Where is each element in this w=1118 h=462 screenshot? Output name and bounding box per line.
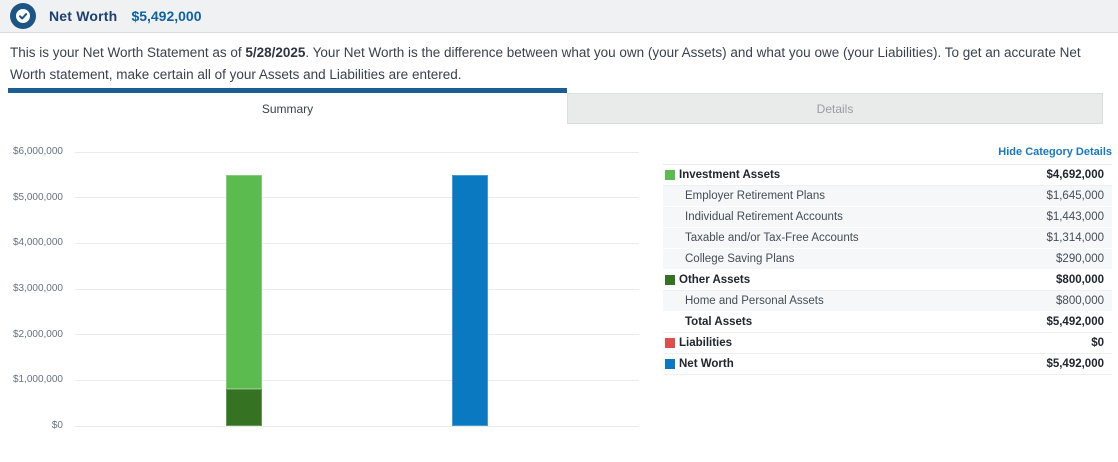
row-value: $1,443,000: [1046, 211, 1104, 223]
y-tick-label: $0: [51, 420, 63, 431]
row-value: $5,492,000: [1046, 316, 1104, 328]
net-worth-description: This is your Net Worth Statement as of 5…: [10, 42, 1108, 85]
chart-y-axis: $0 $1,000,000 $2,000,000 $3,000,000 $4,000,0…: [0, 146, 63, 431]
gridline: [75, 197, 639, 199]
row-label: Taxable and/or Tax-Free Accounts: [685, 232, 859, 244]
y-tick-label: $1,000,000: [12, 374, 63, 386]
row-label: Liabilities: [679, 337, 733, 349]
tab-details[interactable]: Details: [567, 93, 1103, 124]
row-value: $5,492,000: [1046, 358, 1104, 370]
tab-summary[interactable]: Summary: [8, 88, 567, 124]
table-row-home-and-personal-assets: Home and Personal Assets $800,000: [663, 291, 1112, 312]
page-title: Net Worth: [49, 8, 118, 24]
y-tick-label: $6,000,000: [12, 146, 63, 157]
category-table: Investment Assets $4,692,000 Employer Reti…: [663, 164, 1112, 375]
row-label: Home and Personal Assets: [685, 295, 824, 307]
gridline: [75, 288, 639, 290]
description-prefix: This is your Net Worth Statement as of: [10, 45, 246, 60]
row-value: $800,000: [1056, 274, 1104, 286]
tab-summary-label: Summary: [261, 101, 314, 116]
row-value: $1,314,000: [1046, 232, 1104, 244]
table-row-college-saving-plans: College Saving Plans $290,000: [663, 249, 1112, 270]
row-value: $4,692,000: [1046, 169, 1104, 181]
statement-date: 5/28/2025: [245, 45, 306, 60]
row-label: Investment Assets: [679, 169, 781, 181]
row-label: College Saving Plans: [685, 253, 795, 265]
hide-category-details-link[interactable]: Hide Category Details: [998, 146, 1112, 158]
bar-segment-net-worth: [451, 175, 488, 426]
y-tick-label: $3,000,000: [12, 283, 63, 294]
bar-segment-other-assets: [226, 389, 263, 426]
table-row-investment-assets: Investment Assets $4,692,000: [663, 165, 1112, 186]
bar-segment-investment-assets: [226, 175, 263, 390]
row-label: Net Worth: [679, 358, 734, 370]
row-value: $290,000: [1056, 253, 1104, 265]
table-row-employer-retirement-plans: Employer Retirement Plans $1,645,000: [663, 186, 1112, 207]
row-value: $0: [1091, 337, 1104, 349]
row-value: $800,000: [1056, 295, 1104, 307]
page-header: Net Worth $5,492,000: [0, 0, 1118, 33]
description-suffix: . Your Net Worth is the difference betwe…: [10, 45, 1081, 82]
tab-details-label: Details: [816, 101, 854, 116]
table-row-other-assets: Other Assets $800,000: [663, 270, 1112, 291]
row-label: Individual Retirement Accounts: [685, 211, 843, 223]
net-worth-amount: $5,492,000: [131, 8, 202, 24]
net-worth-legend-swatch: [665, 359, 675, 369]
y-tick-label: $4,000,000: [12, 237, 63, 249]
row-label: Other Assets: [679, 274, 751, 286]
tab-bar: Summary Details: [8, 88, 1103, 124]
table-row-net-worth: Net Worth $5,492,000: [663, 354, 1112, 375]
table-row-individual-retirement-accounts: Individual Retirement Accounts $1,443,000: [663, 207, 1112, 228]
gridline: [75, 242, 639, 244]
gridline: [75, 151, 639, 153]
row-label: Total Assets: [685, 316, 753, 328]
y-tick-label: $2,000,000: [12, 328, 63, 340]
chart-plot: [75, 151, 639, 427]
table-row-taxable-and-or-tax-free-accounts: Taxable and/or Tax-Free Accounts $1,314,0…: [663, 228, 1112, 249]
row-label: Employer Retirement Plans: [685, 190, 825, 202]
row-value: $1,645,000: [1046, 190, 1104, 202]
liabilities-legend-swatch: [665, 338, 675, 348]
y-tick-label: $5,000,000: [12, 191, 63, 203]
investment-assets-legend-swatch: [665, 170, 675, 180]
gridline: [75, 334, 639, 336]
table-row-liabilities: Liabilities $0: [663, 333, 1112, 354]
gridline: [75, 425, 639, 427]
check-circle-icon: [10, 3, 36, 29]
gridline: [75, 379, 639, 381]
table-row-total-assets: Total Assets $5,492,000: [663, 312, 1112, 333]
other-assets-legend-swatch: [665, 275, 675, 285]
